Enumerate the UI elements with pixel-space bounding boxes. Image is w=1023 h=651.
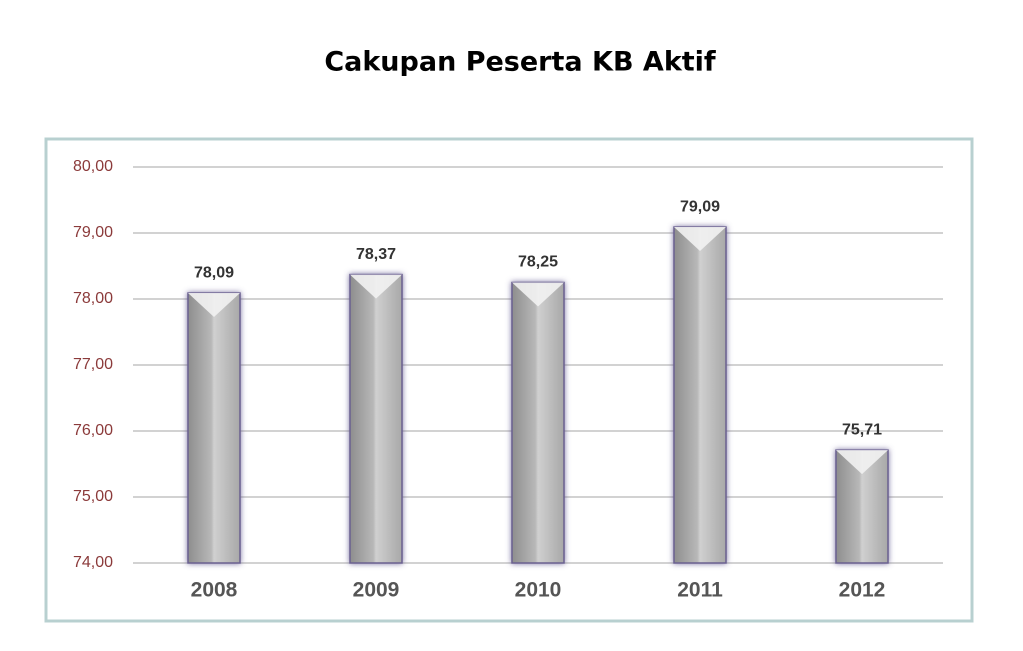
bar-bevel <box>188 293 240 318</box>
chart-frame <box>44 137 974 623</box>
value-label: 78,37 <box>356 246 396 263</box>
value-label: 79,09 <box>680 198 720 215</box>
bar-bevel <box>836 450 888 475</box>
value-label: 78,09 <box>194 264 234 281</box>
value-label: 78,25 <box>518 254 558 271</box>
value-label: 75,71 <box>842 421 882 438</box>
x-tick-label: 2008 <box>191 579 238 602</box>
bar-bevel <box>350 274 402 299</box>
bar <box>349 273 403 564</box>
y-tick-label: 80,00 <box>73 158 113 175</box>
y-tick-label: 78,00 <box>73 290 113 307</box>
x-tick-label: 2009 <box>353 579 400 602</box>
bar-bevel <box>512 282 564 307</box>
y-tick-label: 75,00 <box>73 488 113 505</box>
y-tick-label: 76,00 <box>73 422 113 439</box>
y-tick-label: 74,00 <box>73 554 113 571</box>
bar <box>673 226 727 564</box>
bar <box>511 281 565 564</box>
x-tick-label: 2012 <box>839 579 886 602</box>
bar-bevel <box>674 227 726 252</box>
y-tick-label: 77,00 <box>73 356 113 373</box>
bar <box>187 292 241 564</box>
y-tick-label: 79,00 <box>73 224 113 241</box>
chart-title: Cakupan Peserta KB Aktif <box>324 47 716 78</box>
x-tick-label: 2011 <box>677 579 723 602</box>
x-tick-label: 2010 <box>515 579 562 602</box>
